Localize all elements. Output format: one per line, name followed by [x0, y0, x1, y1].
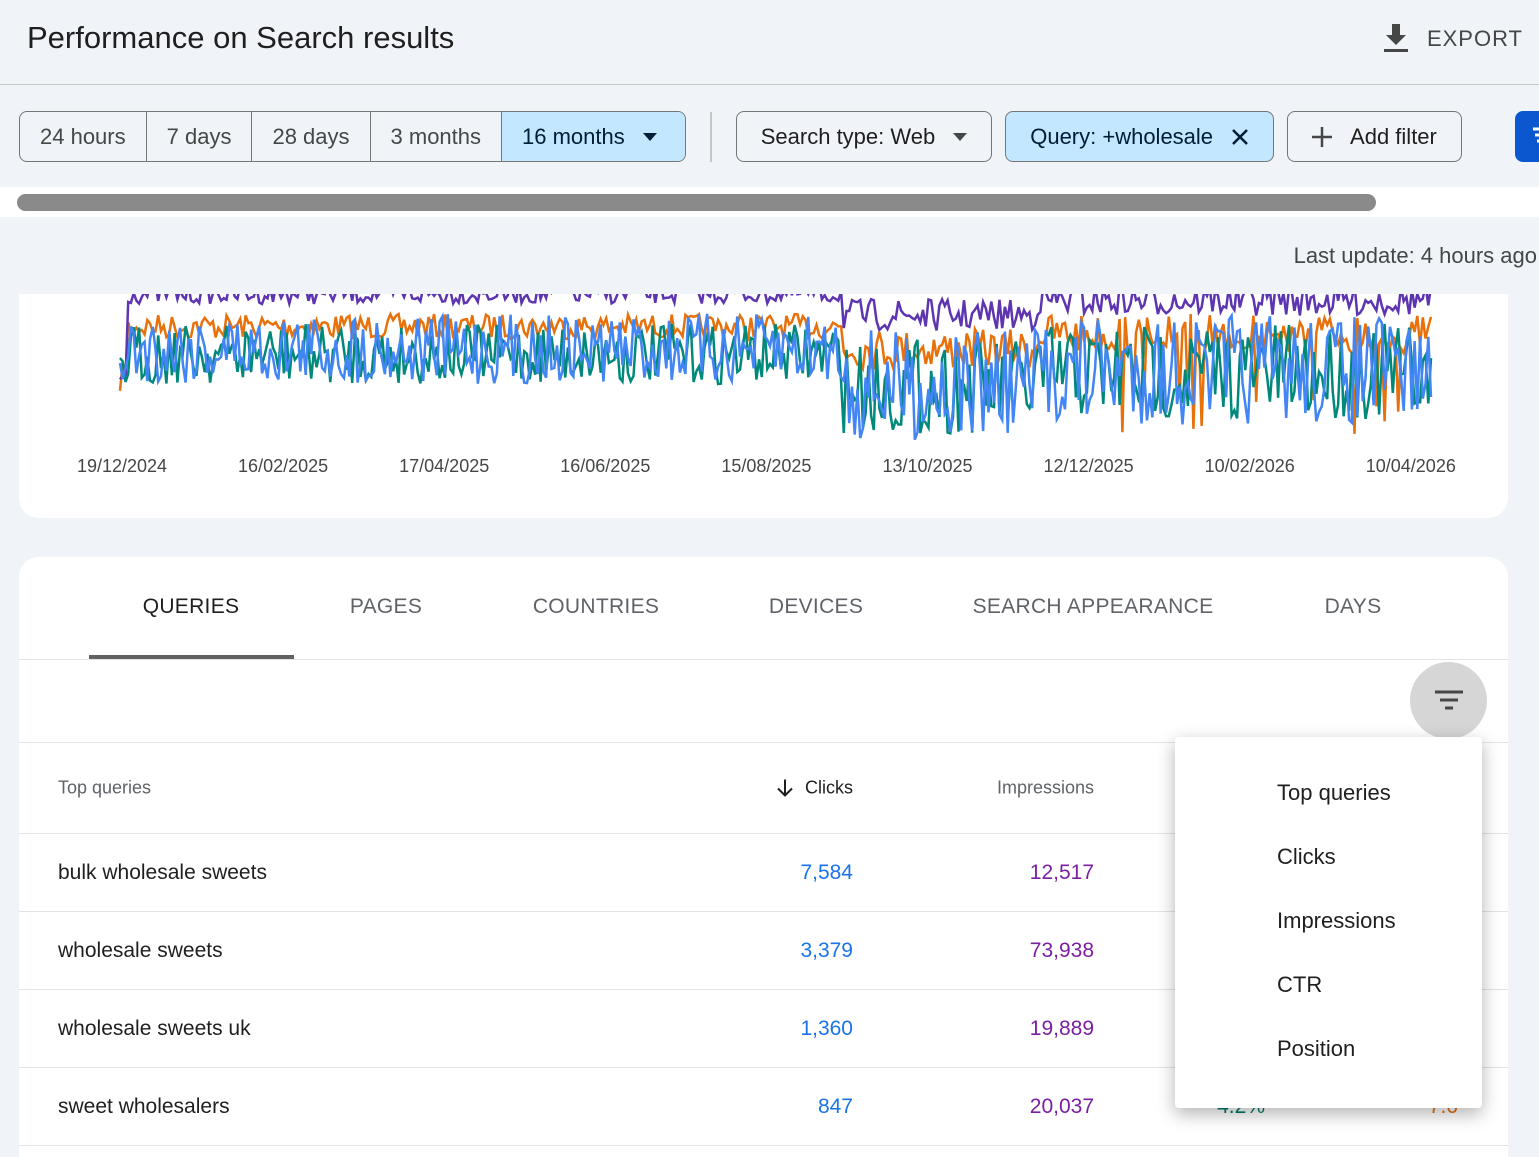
tab-search-appearance[interactable]: SEARCH APPEARANCE — [972, 595, 1214, 618]
page-title: Performance on Search results — [27, 20, 455, 55]
active-tab-indicator — [89, 655, 294, 659]
table-header: Top queries Clicks Impressions — [19, 743, 1508, 834]
page-header: Performance on Search results EXPORT — [0, 0, 1539, 85]
series-line — [118, 311, 1433, 441]
table-row[interactable]: wholesale sweets 3,379 73,938 — [19, 912, 1508, 990]
arrow-down-icon — [777, 779, 793, 797]
range-3-months[interactable]: 3 months — [371, 112, 503, 161]
dimension-tabs: QUERIES PAGES COUNTRIES DEVICES SEARCH APPEA… — [19, 557, 1508, 660]
search-type-dropdown[interactable]: Search type: Web — [735, 111, 993, 162]
range-7-days[interactable]: 7 days — [147, 112, 253, 161]
tab-countries[interactable]: COUNTRIES — [532, 595, 660, 618]
x-tick-label: 15/08/2025 — [721, 456, 812, 476]
scrollbar-thumb[interactable] — [17, 194, 1376, 211]
add-filter-button[interactable]: Add filter — [1287, 111, 1462, 162]
impressions-cell: 12,517 — [1029, 860, 1094, 884]
x-tick-label: 17/04/2025 — [399, 456, 490, 476]
table-row[interactable]: wholesale sweets uk 1,360 19,889 — [19, 990, 1508, 1068]
x-tick-label: 12/12/2025 — [1043, 456, 1134, 476]
dropdown-arrow-icon — [642, 132, 657, 141]
query-cell: wholesale sweets uk — [58, 1016, 251, 1040]
close-icon[interactable] — [1231, 128, 1249, 146]
impressions-cell: 73,938 — [1029, 938, 1094, 962]
date-range-selector: 24 hours 7 days 28 days 3 months 16 mont… — [19, 111, 686, 162]
x-tick-label: 16/06/2025 — [560, 456, 651, 476]
query-cell: wholesale sweets — [58, 938, 223, 962]
filter-bar: 24 hours 7 days 28 days 3 months 16 mont… — [19, 111, 1475, 162]
chart-lines — [118, 294, 1433, 441]
dropdown-arrow-icon — [953, 132, 968, 141]
export-button[interactable]: EXPORT — [1383, 24, 1523, 54]
filter-icon — [1533, 127, 1539, 143]
query-filter-chip[interactable]: Query: +wholesale — [1005, 111, 1275, 162]
menu-item-top-queries[interactable]: Top queries — [1277, 780, 1391, 805]
clicks-cell: 7,584 — [800, 860, 853, 884]
tab-pages[interactable]: PAGES — [349, 595, 423, 618]
menu-item-impressions[interactable]: Impressions — [1277, 908, 1396, 933]
sort-menu: Top queries Clicks Impressions CTR Position — [1175, 737, 1482, 1108]
download-icon — [1383, 24, 1408, 52]
header-clicks[interactable]: Clicks — [777, 778, 853, 799]
header-impressions[interactable]: Impressions — [996, 777, 1094, 798]
x-tick-label: 10/02/2026 — [1204, 456, 1295, 476]
menu-item-ctr[interactable]: CTR — [1277, 972, 1323, 997]
table-row[interactable]: bulk wholesale sweets 7,584 12,517 — [19, 834, 1508, 912]
performance-chart: 19/12/2024 16/02/2025 17/04/2025 16/06/2025… — [19, 294, 1508, 518]
clicks-cell: 3,379 — [800, 938, 853, 962]
x-tick-label: 16/02/2025 — [238, 456, 329, 476]
horizontal-scrollbar[interactable] — [0, 187, 1539, 217]
impressions-cell: 20,037 — [1029, 1094, 1094, 1118]
menu-item-clicks[interactable]: Clicks — [1277, 844, 1336, 869]
header-top-queries[interactable]: Top queries — [58, 777, 152, 798]
clicks-cell: 847 — [817, 1094, 853, 1118]
divider — [709, 111, 712, 162]
tab-queries[interactable]: QUERIES — [142, 595, 240, 618]
series-line — [119, 323, 1433, 436]
x-tick-label: 10/04/2026 — [1365, 456, 1456, 476]
x-tick-label: 13/10/2025 — [882, 456, 973, 476]
plus-icon — [1312, 126, 1333, 147]
x-tick-label: 19/12/2024 — [76, 456, 168, 476]
clicks-cell: 1,360 — [800, 1016, 853, 1040]
query-cell: sweet wholesalers — [58, 1094, 230, 1118]
filter-rows-button[interactable] — [1410, 662, 1487, 739]
table-filter-row — [19, 660, 1508, 743]
query-cell: bulk wholesale sweets — [58, 860, 267, 884]
tab-devices[interactable]: DEVICES — [768, 595, 864, 618]
series-line — [118, 294, 1432, 383]
range-16-months[interactable]: 16 months — [502, 112, 685, 161]
tab-days[interactable]: DAYS — [1324, 595, 1382, 618]
last-update-text: Last update: 4 hours ago — [1293, 243, 1537, 268]
range-28-days[interactable]: 28 days — [252, 112, 371, 161]
filter-menu-button[interactable] — [1515, 111, 1539, 162]
range-24-hours[interactable]: 24 hours — [20, 112, 147, 161]
filter-icon — [1434, 690, 1463, 709]
menu-item-position[interactable]: Position — [1277, 1036, 1356, 1061]
impressions-cell: 19,889 — [1029, 1016, 1094, 1040]
